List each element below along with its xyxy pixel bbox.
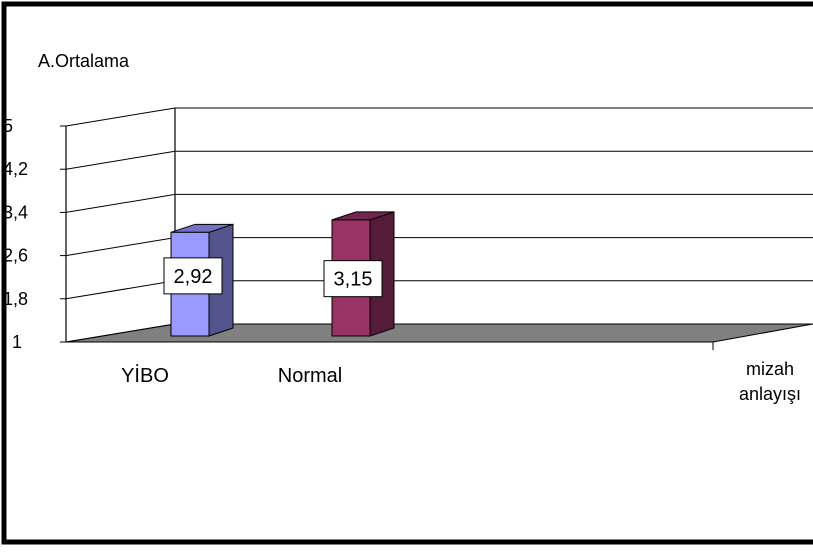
y-axis-ticks: 1 1,8 2,6 3,4 4,2 5	[3, 116, 66, 352]
chart-walls	[65, 108, 176, 342]
y-tick-label: 4,2	[3, 159, 28, 179]
x-axis-labels: YİBO Normal	[121, 342, 714, 387]
gridline-side	[65, 280, 176, 300]
y-tick-label: 2,6	[3, 246, 28, 266]
x-category-label: Normal	[278, 365, 342, 387]
gridline-side	[65, 323, 176, 343]
y-tick-label: 1	[12, 332, 22, 352]
gridline-side	[65, 107, 176, 127]
data-label: 2,92	[174, 266, 213, 288]
gridlines	[65, 107, 813, 343]
y-tick-label: 1,8	[3, 289, 28, 309]
gridline-side	[65, 237, 176, 257]
gridline-side	[65, 193, 176, 213]
x-category-label: YİBO	[121, 364, 169, 387]
bars: 2,92 3,15	[163, 211, 395, 337]
x-axis-title-line1: mizah	[746, 359, 794, 379]
data-label: 3,15	[334, 269, 373, 291]
x-axis-title-line2: anlayışı	[739, 384, 801, 404]
y-axis-title: A.Ortalama	[38, 51, 130, 71]
gridline-side	[65, 150, 176, 170]
data-label-box	[323, 260, 383, 298]
y-tick-label: 5	[3, 116, 13, 136]
data-label-box	[163, 257, 223, 295]
y-tick-label: 3,4	[3, 202, 28, 222]
